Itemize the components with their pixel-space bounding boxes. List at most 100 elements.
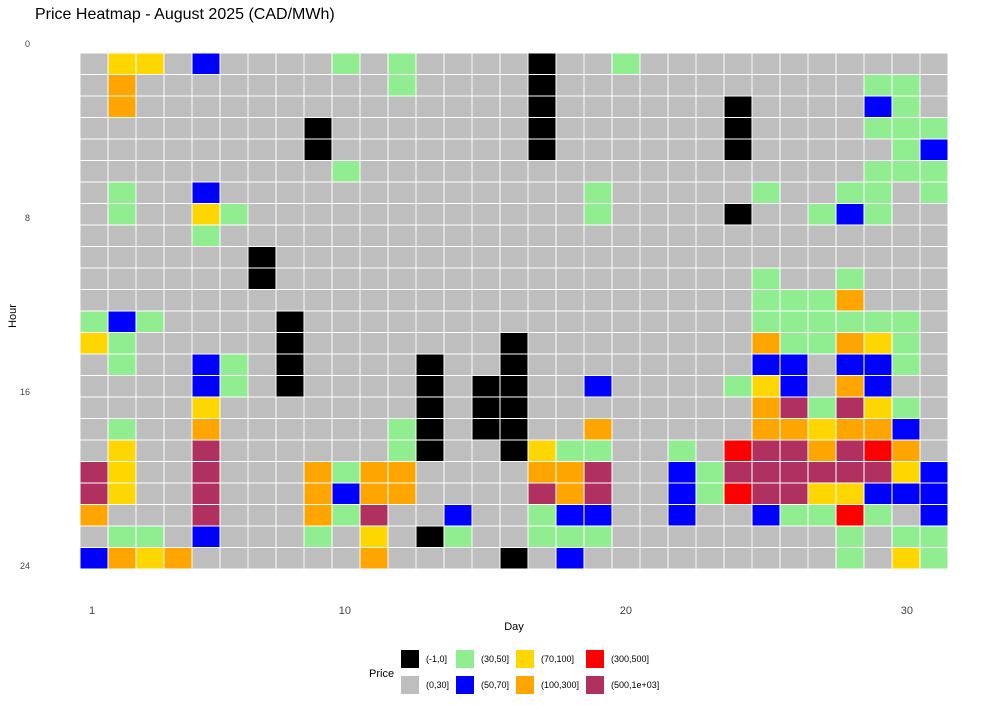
heatmap-cell (611, 267, 641, 290)
heatmap-cell (583, 246, 613, 269)
heatmap-cell (275, 461, 305, 484)
heatmap-cell (247, 267, 277, 290)
y-axis-label: Hour (7, 304, 19, 328)
heatmap-cell (79, 375, 109, 398)
heatmap-cell (891, 504, 921, 527)
heatmap-cell (303, 289, 333, 312)
heatmap-cell (835, 353, 865, 376)
heatmap-cell (387, 181, 417, 204)
heatmap-cell (79, 74, 109, 97)
heatmap-cell (443, 117, 473, 140)
heatmap-cell (191, 160, 221, 183)
heatmap-cell (583, 95, 613, 118)
heatmap-cell (751, 461, 781, 484)
heatmap-cell (751, 95, 781, 118)
heatmap-cell (443, 547, 473, 570)
heatmap-cell (191, 461, 221, 484)
heatmap-cell (359, 117, 389, 140)
heatmap-cell (219, 482, 249, 505)
heatmap-cell (583, 332, 613, 355)
heatmap-cell (331, 117, 361, 140)
heatmap-cell (779, 203, 809, 226)
heatmap-cell (415, 375, 445, 398)
heatmap-cell (583, 461, 613, 484)
heatmap-cell (107, 439, 137, 462)
heatmap-cell (471, 310, 501, 333)
heatmap-cell (415, 461, 445, 484)
heatmap-cell (471, 525, 501, 548)
heatmap-cell (359, 289, 389, 312)
heatmap-cell (79, 267, 109, 290)
heatmap-cell (415, 439, 445, 462)
heatmap-cell (695, 547, 725, 570)
heatmap-cell (835, 418, 865, 441)
heatmap-cell (807, 353, 837, 376)
heatmap-cell (891, 332, 921, 355)
heatmap-cell (835, 74, 865, 97)
heatmap-cell (611, 396, 641, 419)
heatmap-cell (471, 418, 501, 441)
heatmap-cell (723, 461, 753, 484)
heatmap-cell (247, 396, 277, 419)
heatmap-cell (527, 482, 557, 505)
heatmap-cell (779, 289, 809, 312)
heatmap-cell (695, 375, 725, 398)
heatmap-cell (807, 418, 837, 441)
heatmap-cell (695, 439, 725, 462)
heatmap-cell (219, 310, 249, 333)
heatmap-cell (415, 396, 445, 419)
heatmap-cell (555, 289, 585, 312)
heatmap-cell (471, 504, 501, 527)
heatmap-cell (79, 181, 109, 204)
heatmap-cell (835, 160, 865, 183)
heatmap-cell (891, 224, 921, 247)
heatmap-cell (779, 246, 809, 269)
heatmap-cell (723, 310, 753, 333)
heatmap-cell (835, 396, 865, 419)
heatmap-cell (247, 461, 277, 484)
heatmap-cell (667, 439, 697, 462)
heatmap-cell (891, 547, 921, 570)
heatmap-cell (583, 482, 613, 505)
heatmap-cell (275, 203, 305, 226)
heatmap-cell (387, 461, 417, 484)
heatmap-cell (555, 332, 585, 355)
x-tick-label: 20 (620, 605, 632, 617)
heatmap-cell (443, 396, 473, 419)
heatmap-cell (303, 525, 333, 548)
heatmap-cell (219, 160, 249, 183)
heatmap-cell (695, 332, 725, 355)
heatmap-cell (891, 95, 921, 118)
heatmap-cell (891, 289, 921, 312)
heatmap-cell (275, 439, 305, 462)
heatmap-cell (275, 525, 305, 548)
heatmap-cell (415, 418, 445, 441)
heatmap-cell (331, 224, 361, 247)
heatmap-cell (219, 439, 249, 462)
heatmap-cell (807, 525, 837, 548)
heatmap-cell (751, 418, 781, 441)
heatmap-cell (163, 246, 193, 269)
heatmap-cell (891, 310, 921, 333)
heatmap-cell (835, 461, 865, 484)
heatmap-cell (723, 203, 753, 226)
heatmap-cell (527, 181, 557, 204)
heatmap-cell (359, 246, 389, 269)
heatmap-cell (191, 332, 221, 355)
heatmap-cell (191, 74, 221, 97)
heatmap-cell (527, 52, 557, 75)
heatmap-cell (695, 95, 725, 118)
heatmap-cell (835, 289, 865, 312)
heatmap-cell (303, 461, 333, 484)
heatmap-cell (667, 396, 697, 419)
heatmap-cell (863, 353, 893, 376)
heatmap-cell (863, 224, 893, 247)
heatmap-cell (303, 138, 333, 161)
legend-label: (70,100] (541, 654, 574, 664)
heatmap-cell (331, 74, 361, 97)
y-tick-label: 16 (20, 387, 30, 397)
legend-swatch (401, 650, 419, 668)
heatmap-cell (527, 117, 557, 140)
heatmap-cell (919, 138, 949, 161)
heatmap-cell (275, 547, 305, 570)
